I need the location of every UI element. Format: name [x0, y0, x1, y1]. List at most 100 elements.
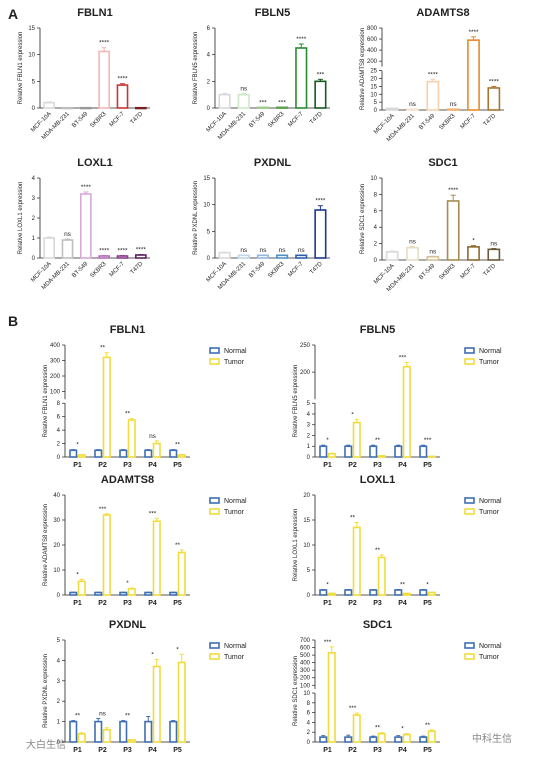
- significance-label: ***: [99, 506, 107, 513]
- y-tick-label: 10: [303, 691, 310, 697]
- bar-tumor: [427, 730, 436, 743]
- y-tick-label: 0: [32, 106, 36, 112]
- x-tick-label: MCF-7: [460, 263, 478, 281]
- bar: [61, 106, 74, 110]
- y-axis-label: Relative FBLN1 expression: [18, 32, 24, 105]
- y-tick-label: 250: [300, 343, 311, 349]
- x-tick-label: BT-549: [71, 261, 89, 279]
- significance-label: ns: [259, 247, 267, 254]
- bar: [43, 101, 56, 109]
- y-tick-label: 6: [374, 209, 378, 215]
- bar-normal: [94, 449, 103, 458]
- bar: [446, 200, 460, 261]
- chart-title: FBLN1: [77, 7, 112, 19]
- y-tick-label: 2: [207, 79, 211, 85]
- x-tick-label: T47D: [309, 261, 324, 276]
- y-axis-label: Relative LOXL1 expression: [293, 509, 299, 582]
- bar-tumor: [327, 652, 336, 743]
- legend-normal: Normal: [224, 643, 247, 650]
- significance-label: ****: [81, 184, 92, 191]
- y-tick-label: 1: [307, 444, 311, 450]
- x-tick-label: P5: [173, 600, 182, 607]
- bar: [218, 251, 231, 259]
- x-tick-label: MCF-7: [287, 111, 305, 129]
- y-tick-label: 0: [374, 108, 378, 114]
- y-axis-label: Relative SDC1 expression: [293, 656, 299, 726]
- significance-label: ****: [117, 248, 128, 255]
- x-tick-label: BT-549: [248, 111, 266, 129]
- significance-label: ns: [99, 711, 107, 718]
- significance-label: *: [176, 646, 179, 653]
- legend-tumor: Tumor: [479, 509, 500, 516]
- bar-normal: [344, 445, 353, 458]
- y-tick-label: 6: [57, 415, 61, 421]
- y-tick-label: 1: [57, 720, 61, 726]
- significance-label: ns: [240, 247, 248, 254]
- bar: [218, 93, 231, 109]
- chart-title: PXDNL: [254, 157, 292, 169]
- bar: [79, 106, 92, 110]
- y-tick-label: 4: [307, 720, 311, 726]
- y-tick-label: 0: [307, 593, 311, 599]
- bar-normal: [344, 589, 353, 596]
- bar-normal: [144, 449, 153, 458]
- x-tick-label: P1: [73, 600, 82, 607]
- y-tick-label: 2: [307, 433, 311, 439]
- y-tick-label: 600: [367, 37, 378, 43]
- x-tick-label: P1: [323, 462, 332, 469]
- legend-tumor: Tumor: [224, 359, 245, 366]
- y-tick-label: 3: [307, 423, 311, 429]
- y-tick-label: 40: [53, 493, 60, 499]
- bar-normal: [394, 736, 403, 743]
- y-tick-label: 20: [303, 493, 310, 499]
- significance-label: **: [175, 542, 181, 549]
- y-tick-label: 200: [300, 676, 311, 682]
- bar: [98, 50, 111, 109]
- bar-normal: [319, 445, 328, 458]
- chart-title: SDC1: [428, 157, 457, 169]
- significance-label: *: [426, 582, 429, 589]
- bar-normal: [319, 736, 328, 743]
- significance-label: ns: [409, 238, 417, 245]
- y-tick-label: 8: [374, 192, 378, 198]
- significance-label: ***: [317, 71, 325, 78]
- bar-normal: [119, 449, 128, 458]
- y-tick-label: 1: [32, 236, 36, 242]
- x-tick-label: P3: [373, 747, 382, 754]
- x-tick-label: P5: [173, 747, 182, 754]
- bar-tumor: [427, 591, 436, 596]
- y-tick-label: 2: [374, 242, 378, 248]
- significance-label: ***: [149, 510, 157, 517]
- x-tick-label: SKBR3: [89, 111, 108, 130]
- legend-swatch-tumor: [464, 653, 475, 660]
- bar-tumor: [402, 733, 411, 743]
- significance-label: ****: [468, 29, 479, 36]
- bar: [276, 254, 289, 259]
- x-tick-label: SKBR3: [438, 113, 457, 132]
- x-tick-label: BT-549: [248, 261, 266, 279]
- bar-tumor: [377, 556, 386, 596]
- significance-label: ***: [278, 99, 286, 106]
- x-tick-label: P1: [323, 600, 332, 607]
- bar: [426, 255, 440, 261]
- bar: [467, 246, 480, 261]
- chart-title: FBLN5: [255, 7, 290, 19]
- y-tick-label: 400: [367, 48, 378, 54]
- bar-normal: [144, 591, 153, 596]
- bar: [487, 248, 501, 261]
- significance-label: **: [375, 547, 381, 554]
- bar: [426, 80, 440, 111]
- significance-label: **: [100, 345, 106, 352]
- x-tick-label: P3: [123, 747, 132, 754]
- y-tick-label: 10: [370, 92, 377, 98]
- y-tick-label: 0: [57, 740, 61, 746]
- bar-normal: [394, 589, 403, 596]
- bar: [134, 254, 147, 259]
- bar-normal: [119, 720, 128, 743]
- bar: [295, 254, 308, 259]
- significance-label: ****: [99, 248, 110, 255]
- chart-title: FBLN5: [360, 324, 395, 336]
- y-tick-label: 300: [300, 668, 311, 674]
- bar-tumor: [402, 365, 411, 458]
